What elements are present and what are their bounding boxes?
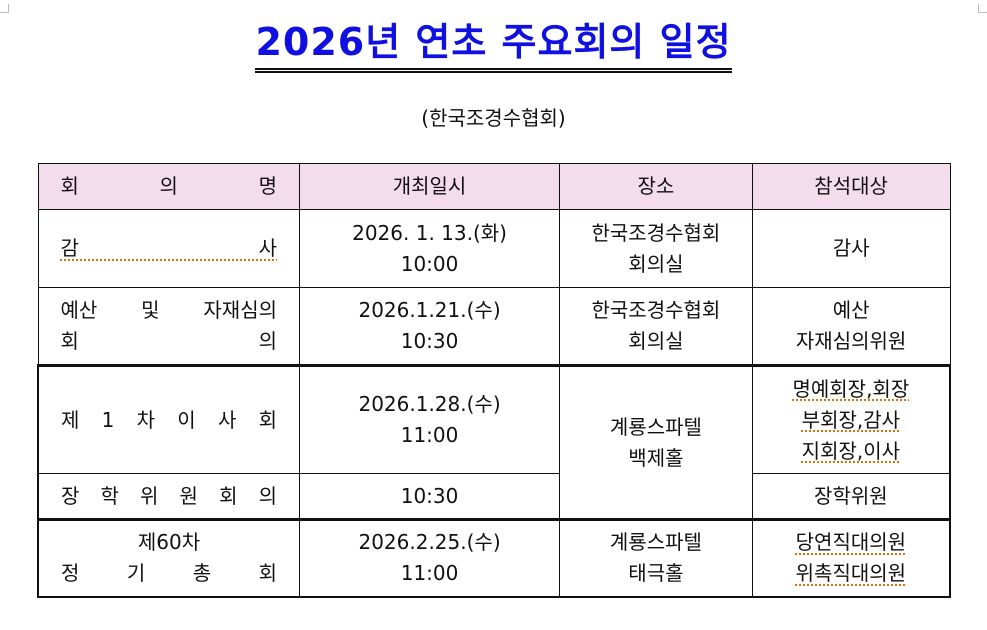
meeting-attendees: 당연직대의원 위촉직대의원	[751, 518, 951, 598]
meeting-place: 한국조경수협회 회의실	[559, 209, 753, 288]
header-date: 개최일시	[298, 163, 561, 210]
meeting-date: 2026.1.21.(수) 10:30	[298, 287, 561, 366]
table-header-row: 회 의 명 개최일시 장소 참석대상	[37, 163, 951, 210]
meeting-date: 2026.2.25.(수) 11:00	[298, 518, 561, 598]
table-row: 예산 및 자재심의 회 의 2026.1.21.(수) 10:30 한국조경수협회 회…	[37, 287, 951, 366]
meeting-date: 2026. 1. 13.(화) 10:00	[298, 209, 561, 288]
meeting-place: 계룡스파텔 태극홀	[559, 518, 753, 598]
table-row: 장 학 위 원 회 의 10:30 장학위원	[37, 473, 951, 520]
page-corner-mark	[0, 4, 9, 13]
meeting-name: 제 1 차 이 사 회	[37, 364, 300, 474]
meeting-name: 제60차 정 기 총 회	[37, 518, 300, 598]
meeting-date: 2026.1.28.(수) 11:00	[298, 364, 561, 474]
meeting-attendees: 장학위원	[751, 473, 951, 520]
meeting-place: 계룡스파텔 백제홀	[559, 364, 753, 520]
document-subtitle: (한국조경수협회)	[421, 106, 566, 130]
table-row: 제60차 정 기 총 회 2026.2.25.(수) 11:00 계룡스파텔 태극홀 …	[37, 518, 951, 598]
meeting-attendees: 명예회장,회장 부회장,감사 지회장,이사	[751, 364, 951, 474]
schedule-table: 회 의 명 개최일시 장소 참석대상 감 사 2026. 1. 13.(화) 10…	[37, 163, 951, 598]
meeting-attendees: 예산 자재심의위원	[751, 287, 951, 366]
meeting-name: 장 학 위 원 회 의	[37, 473, 300, 520]
document-title: 2026년 연초 주요회의 일정	[0, 18, 987, 73]
header-meeting-name: 회 의 명	[37, 163, 300, 210]
meeting-attendees: 감사	[751, 209, 951, 288]
header-place: 장소	[559, 163, 753, 210]
page-corner-mark	[978, 4, 987, 13]
meeting-name: 예산 및 자재심의 회 의	[37, 287, 300, 366]
meeting-date: 10:30	[298, 473, 561, 520]
meeting-name: 감 사	[37, 209, 300, 288]
header-attendees: 참석대상	[751, 163, 951, 210]
meeting-place: 한국조경수협회 회의실	[559, 287, 753, 366]
table-row: 감 사 2026. 1. 13.(화) 10:00 한국조경수협회 회의실 감사	[37, 209, 951, 288]
table-row: 제 1 차 이 사 회 2026.1.28.(수) 11:00 계룡스파텔 백제홀 …	[37, 364, 951, 520]
